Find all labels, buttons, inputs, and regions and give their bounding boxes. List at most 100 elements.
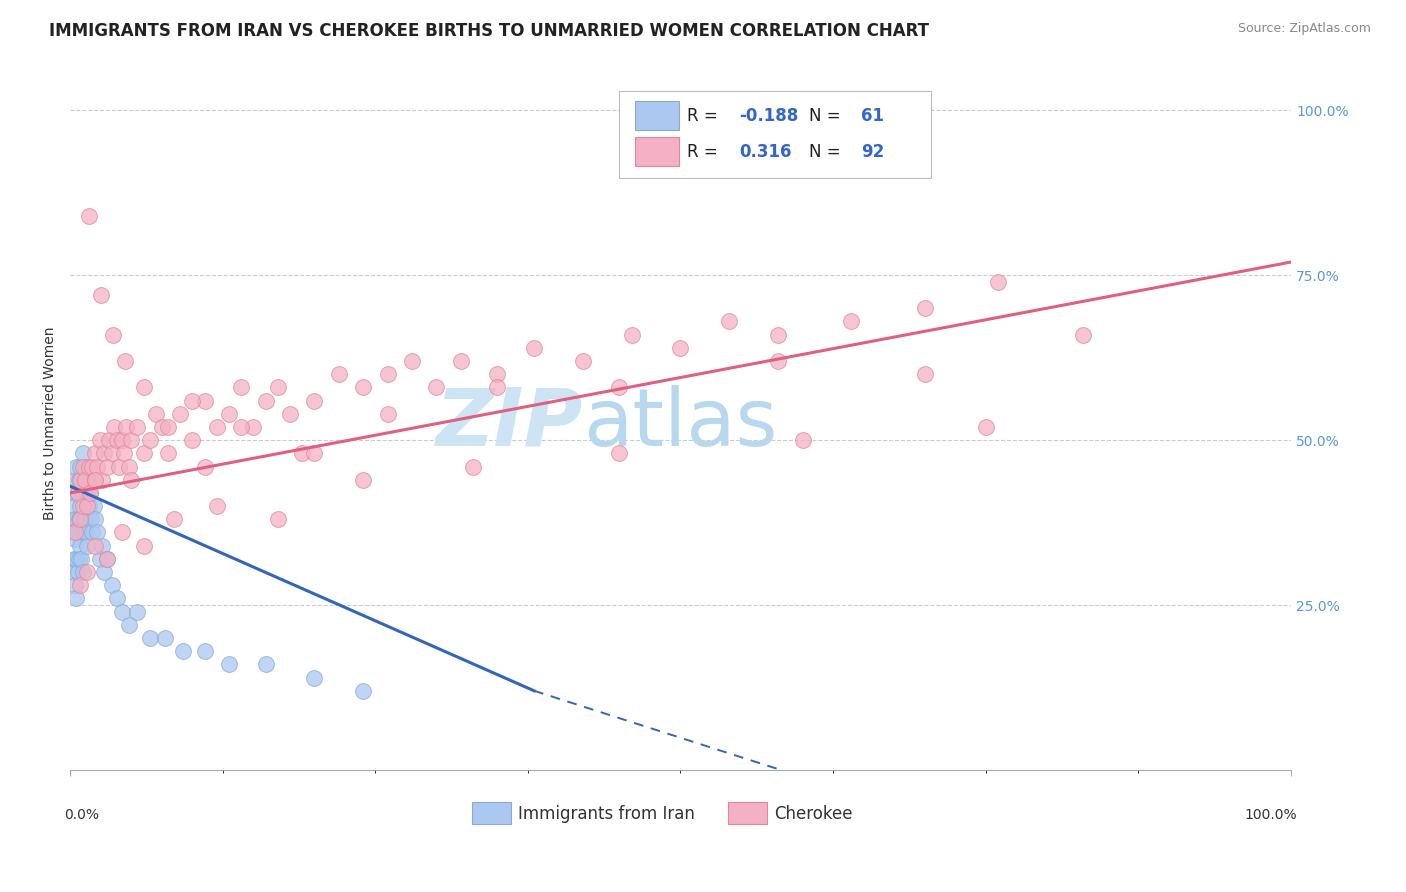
FancyBboxPatch shape xyxy=(636,101,679,130)
Point xyxy=(127,420,149,434)
Text: -0.188: -0.188 xyxy=(740,106,799,125)
Text: Immigrants from Iran: Immigrants from Iran xyxy=(519,805,695,822)
Point xyxy=(172,644,194,658)
Point xyxy=(193,459,215,474)
Point xyxy=(120,433,142,447)
Point xyxy=(67,512,90,526)
Point xyxy=(267,380,290,394)
Point xyxy=(73,512,96,526)
Point xyxy=(65,552,87,566)
Text: 100.0%: 100.0% xyxy=(1244,808,1296,822)
Point xyxy=(66,525,89,540)
Point xyxy=(65,512,87,526)
Point xyxy=(193,644,215,658)
Point xyxy=(90,288,112,302)
Point xyxy=(63,473,86,487)
Point xyxy=(115,420,138,434)
Point xyxy=(120,473,142,487)
FancyBboxPatch shape xyxy=(620,91,931,178)
Point xyxy=(425,380,447,394)
Point xyxy=(72,486,94,500)
Point xyxy=(86,459,108,474)
Point xyxy=(69,539,91,553)
Point xyxy=(69,459,91,474)
Point xyxy=(66,486,89,500)
Point xyxy=(914,368,936,382)
Point xyxy=(83,512,105,526)
Point xyxy=(76,565,98,579)
Point xyxy=(163,512,186,526)
Point xyxy=(77,209,100,223)
Point xyxy=(91,539,114,553)
Point xyxy=(96,459,118,474)
FancyBboxPatch shape xyxy=(472,802,510,824)
Text: Source: ZipAtlas.com: Source: ZipAtlas.com xyxy=(1237,22,1371,36)
Point xyxy=(145,407,167,421)
Point xyxy=(76,486,98,500)
Point xyxy=(83,499,105,513)
Point xyxy=(67,473,90,487)
Point xyxy=(73,459,96,474)
Point xyxy=(77,499,100,513)
Point xyxy=(73,473,96,487)
Point xyxy=(231,420,253,434)
Point xyxy=(792,433,814,447)
Point xyxy=(132,380,155,394)
Point xyxy=(96,552,118,566)
Point xyxy=(766,327,789,342)
Point xyxy=(93,565,115,579)
Point xyxy=(242,420,264,434)
Text: IMMIGRANTS FROM IRAN VS CHEROKEE BIRTHS TO UNMARRIED WOMEN CORRELATION CHART: IMMIGRANTS FROM IRAN VS CHEROKEE BIRTHS … xyxy=(49,22,929,40)
Point xyxy=(86,525,108,540)
Point xyxy=(72,459,94,474)
Point xyxy=(205,499,228,513)
Point xyxy=(291,446,314,460)
FancyBboxPatch shape xyxy=(636,137,679,166)
Point xyxy=(72,499,94,513)
Point xyxy=(70,473,93,487)
Point xyxy=(67,552,90,566)
Text: 0.316: 0.316 xyxy=(740,143,792,161)
Point xyxy=(609,446,631,460)
Point xyxy=(267,512,290,526)
Point xyxy=(352,473,374,487)
Point xyxy=(101,578,124,592)
Point xyxy=(987,275,1010,289)
Point xyxy=(108,459,131,474)
Point xyxy=(63,525,86,540)
Point xyxy=(69,578,91,592)
Point xyxy=(83,446,105,460)
Point xyxy=(218,657,240,672)
Point xyxy=(75,473,97,487)
Point xyxy=(304,671,326,685)
Point xyxy=(523,341,546,355)
Point xyxy=(70,512,93,526)
Point xyxy=(72,446,94,460)
Point xyxy=(766,354,789,368)
Point xyxy=(150,420,173,434)
Point xyxy=(181,433,204,447)
Point xyxy=(352,380,374,394)
Point xyxy=(401,354,423,368)
Point xyxy=(377,368,399,382)
Point xyxy=(114,354,136,368)
Point xyxy=(65,459,87,474)
Point xyxy=(89,552,111,566)
Point xyxy=(254,393,277,408)
Point xyxy=(93,446,115,460)
Point xyxy=(304,446,326,460)
Point xyxy=(669,341,692,355)
Point xyxy=(63,512,86,526)
Point xyxy=(69,512,91,526)
Point xyxy=(63,499,86,513)
Point xyxy=(974,420,997,434)
Text: atlas: atlas xyxy=(583,384,778,463)
Point xyxy=(914,301,936,316)
Text: ZIP: ZIP xyxy=(436,384,583,463)
Text: R =: R = xyxy=(686,143,723,161)
Point xyxy=(89,433,111,447)
Point xyxy=(69,473,91,487)
Point xyxy=(76,499,98,513)
Text: R =: R = xyxy=(686,106,723,125)
Point xyxy=(69,499,91,513)
